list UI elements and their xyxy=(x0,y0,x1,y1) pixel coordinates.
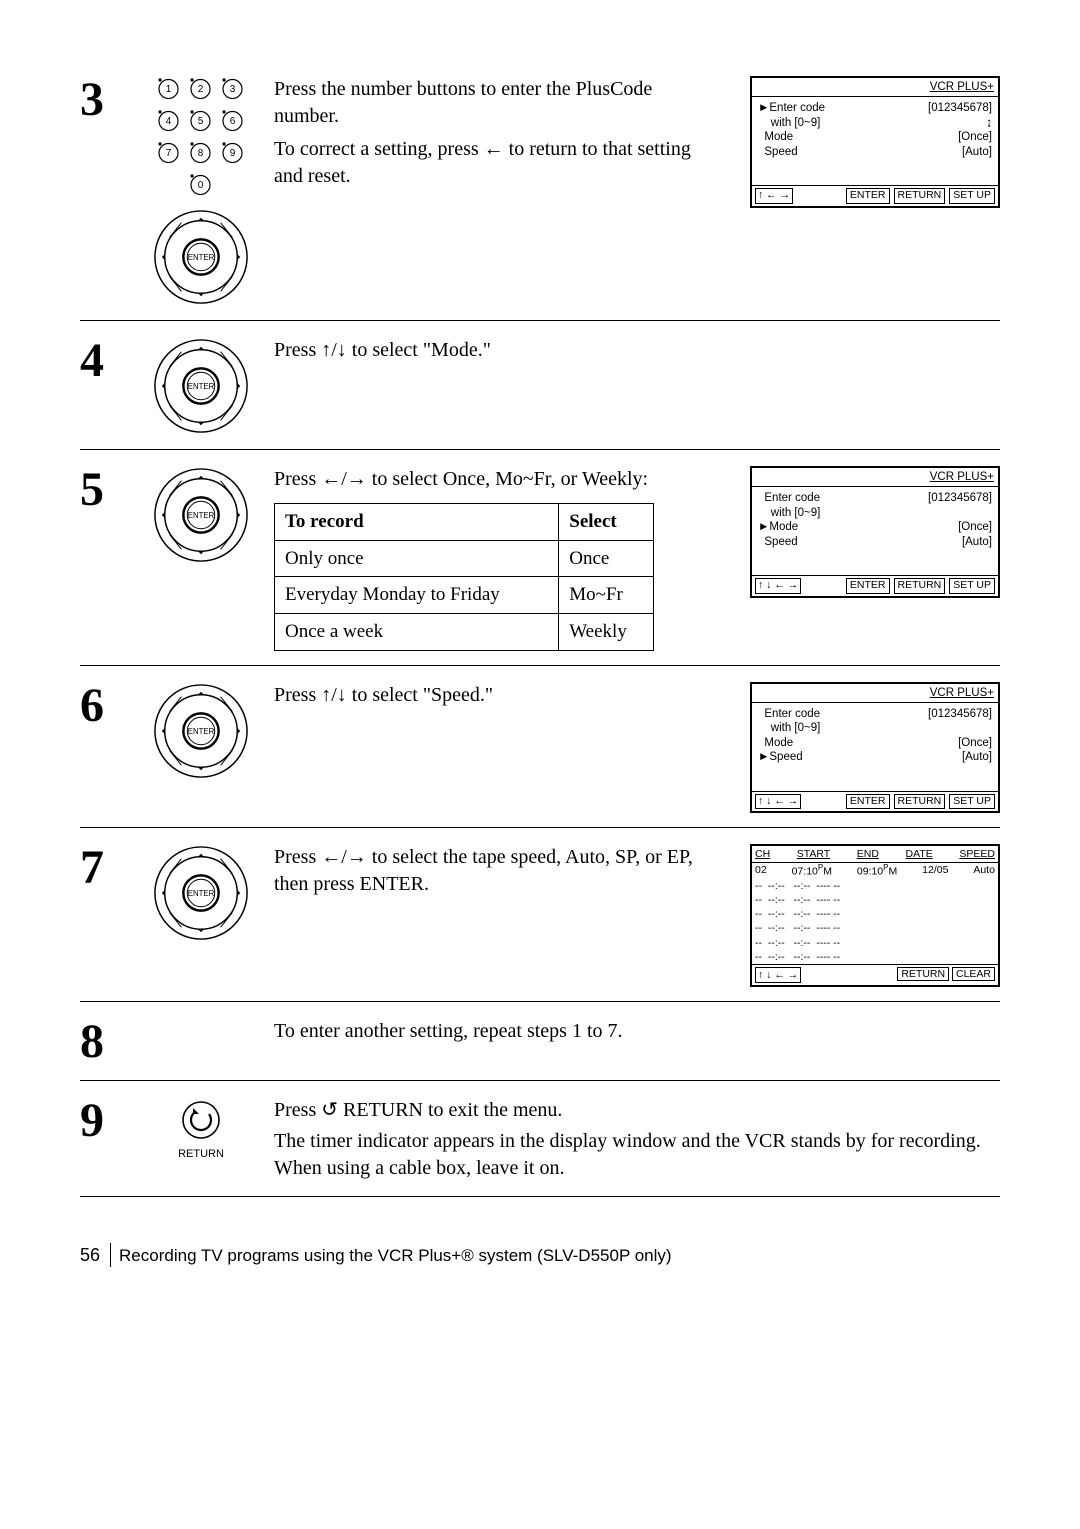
footer-title: Recording TV programs using the VCR Plus… xyxy=(119,1245,672,1268)
step-3: 3 1 2 3 4 5 6 7 8 9 0 ENTER xyxy=(80,60,1000,321)
step-number: 3 xyxy=(80,76,128,306)
step9-text1: Press ↺ RETURN to exit the menu. xyxy=(274,1097,988,1124)
enter-btn[interactable]: ENTER xyxy=(846,794,890,809)
col-ch: CH xyxy=(755,847,770,861)
step-8: 8 To enter another setting, repeat steps… xyxy=(80,1002,1000,1081)
nav-arrows-icon: ↑ ← → xyxy=(755,188,793,203)
enter-btn[interactable]: ENTER xyxy=(846,188,890,203)
step6-text: Press ↑/↓ to select "Speed." xyxy=(274,682,720,709)
step-number: 8 xyxy=(80,1018,128,1066)
table-header: To record xyxy=(275,504,559,541)
screen-title: VCR PLUS+ xyxy=(752,684,998,703)
svg-text:3: 3 xyxy=(230,84,236,95)
enter-dpad-icon[interactable]: ENTER xyxy=(152,337,250,435)
svg-text:8: 8 xyxy=(198,148,204,159)
setup-btn[interactable]: SET UP xyxy=(949,578,995,593)
page-number: 56 xyxy=(80,1243,111,1267)
key-1[interactable]: 1 xyxy=(156,76,181,101)
enter-dpad-icon[interactable]: ENTER xyxy=(152,466,250,564)
step-4: 4 ENTER Press ↑/↓ to select "Mode." xyxy=(80,321,1000,450)
step4-text: Press ↑/↓ to select "Mode." xyxy=(274,337,720,364)
step-text: Press the number buttons to enter the Pl… xyxy=(274,76,732,306)
enter-dpad-icon[interactable]: ENTER xyxy=(152,682,250,780)
svg-text:ENTER: ENTER xyxy=(188,511,215,520)
enter-dpad-icon[interactable]: ENTER xyxy=(152,208,250,306)
timer-screen: CH START END DATE SPEED 0207:10PM09:10PM… xyxy=(750,844,1000,987)
svg-text:6: 6 xyxy=(230,116,236,127)
svg-text:1: 1 xyxy=(166,84,172,95)
svg-text:7: 7 xyxy=(166,148,172,159)
enter-dpad-icon[interactable]: ENTER xyxy=(152,844,250,942)
svg-text:ENTER: ENTER xyxy=(188,727,215,736)
mode-table: To recordSelect Only onceOnce Everyday M… xyxy=(274,503,654,651)
key-6[interactable]: 6 xyxy=(220,108,245,133)
col-end: END xyxy=(857,847,879,861)
step-7: 7 ENTER Press ←/→ to select the tape spe… xyxy=(80,828,1000,1002)
return-button-icon[interactable]: RETURN xyxy=(178,1097,224,1162)
table-header: Select xyxy=(559,504,654,541)
step-number: 9 xyxy=(80,1097,128,1182)
page-footer: 56 Recording TV programs using the VCR P… xyxy=(80,1197,1000,1268)
nav-arrows-icon: ↑ ↓ ← → xyxy=(755,967,801,983)
step7-text: Press ←/→ to select the tape speed, Auto… xyxy=(274,844,720,898)
svg-text:ENTER: ENTER xyxy=(188,253,215,262)
step-6: 6 ENTER Press ↑/↓ to select "Speed." VCR… xyxy=(80,666,1000,829)
screen-title: VCR PLUS+ xyxy=(752,78,998,97)
key-0[interactable]: 0 xyxy=(188,172,213,197)
return-btn[interactable]: RETURN xyxy=(897,967,949,981)
return-label: RETURN xyxy=(178,1147,224,1162)
col-date: DATE xyxy=(906,847,933,861)
svg-text:4: 4 xyxy=(166,116,172,127)
step-number: 6 xyxy=(80,682,128,814)
key-2[interactable]: 2 xyxy=(188,76,213,101)
nav-arrows-icon: ↑ ↓ ← → xyxy=(755,794,801,809)
step8-text: To enter another setting, repeat steps 1… xyxy=(274,1018,720,1045)
clear-btn[interactable]: CLEAR xyxy=(952,967,995,981)
svg-text:0: 0 xyxy=(198,180,204,191)
nav-arrows-icon: ↑ ↓ ← → xyxy=(755,578,801,593)
setup-btn[interactable]: SET UP xyxy=(949,188,995,203)
step9-text2: The timer indicator appears in the displ… xyxy=(274,1128,988,1182)
step-9: 9 RETURN Press ↺ RETURN to exit the menu… xyxy=(80,1081,1000,1197)
osd-screen: VCR PLUS+ ►Enter code[012345678] with [0… xyxy=(750,76,1000,306)
screen-title: VCR PLUS+ xyxy=(752,468,998,487)
svg-text:ENTER: ENTER xyxy=(188,382,215,391)
return-btn[interactable]: RETURN xyxy=(894,578,946,593)
step3-text1: Press the number buttons to enter the Pl… xyxy=(274,76,720,130)
col-start: START xyxy=(797,847,830,861)
key-7[interactable]: 7 xyxy=(156,140,181,165)
table-row: Everyday Monday to FridayMo~Fr xyxy=(275,577,654,614)
number-keypad[interactable]: 1 2 3 4 5 6 7 8 9 0 xyxy=(156,76,246,198)
step-5: 5 ENTER Press ←/→ to select Once, Mo~Fr,… xyxy=(80,450,1000,666)
key-5[interactable]: 5 xyxy=(188,108,213,133)
col-speed: SPEED xyxy=(959,847,995,861)
step-number: 5 xyxy=(80,466,128,651)
step-number: 4 xyxy=(80,337,128,435)
key-3[interactable]: 3 xyxy=(220,76,245,101)
key-4[interactable]: 4 xyxy=(156,108,181,133)
table-row: Only onceOnce xyxy=(275,540,654,577)
svg-text:2: 2 xyxy=(198,84,204,95)
key-9[interactable]: 9 xyxy=(220,140,245,165)
step-number: 7 xyxy=(80,844,128,987)
keypad-col: 1 2 3 4 5 6 7 8 9 0 ENTER xyxy=(146,76,256,306)
return-btn[interactable]: RETURN xyxy=(894,188,946,203)
step3-text2: To correct a setting, press ← to return … xyxy=(274,136,720,190)
key-8[interactable]: 8 xyxy=(188,140,213,165)
enter-btn[interactable]: ENTER xyxy=(846,578,890,593)
step5-text: Press ←/→ to select Once, Mo~Fr, or Week… xyxy=(274,466,720,493)
svg-text:ENTER: ENTER xyxy=(188,889,215,898)
svg-text:9: 9 xyxy=(230,148,236,159)
svg-text:5: 5 xyxy=(198,116,204,127)
return-btn[interactable]: RETURN xyxy=(894,794,946,809)
table-row: Once a weekWeekly xyxy=(275,613,654,650)
setup-btn[interactable]: SET UP xyxy=(949,794,995,809)
